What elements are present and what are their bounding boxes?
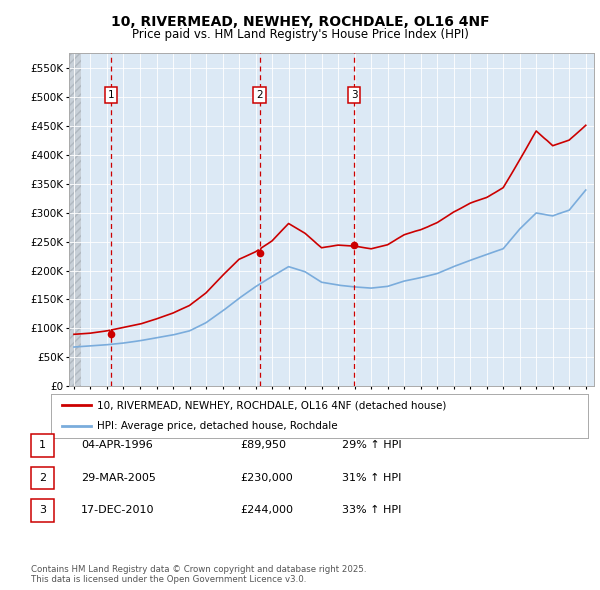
Text: 3: 3 — [351, 90, 358, 100]
Text: 2: 2 — [256, 90, 263, 100]
Text: 31% ↑ HPI: 31% ↑ HPI — [342, 473, 401, 483]
Text: 2: 2 — [39, 473, 46, 483]
Text: 04-APR-1996: 04-APR-1996 — [81, 441, 153, 450]
Bar — [69, 53, 81, 386]
Text: £244,000: £244,000 — [240, 506, 293, 515]
Text: Contains HM Land Registry data © Crown copyright and database right 2025.
This d: Contains HM Land Registry data © Crown c… — [31, 565, 367, 584]
Text: 10, RIVERMEAD, NEWHEY, ROCHDALE, OL16 4NF: 10, RIVERMEAD, NEWHEY, ROCHDALE, OL16 4N… — [110, 15, 490, 29]
Text: 10, RIVERMEAD, NEWHEY, ROCHDALE, OL16 4NF (detached house): 10, RIVERMEAD, NEWHEY, ROCHDALE, OL16 4N… — [97, 401, 446, 411]
Text: £230,000: £230,000 — [240, 473, 293, 483]
Text: 33% ↑ HPI: 33% ↑ HPI — [342, 506, 401, 515]
Text: 29% ↑ HPI: 29% ↑ HPI — [342, 441, 401, 450]
Text: £89,950: £89,950 — [240, 441, 286, 450]
Text: 1: 1 — [39, 441, 46, 450]
Text: Price paid vs. HM Land Registry's House Price Index (HPI): Price paid vs. HM Land Registry's House … — [131, 28, 469, 41]
Text: 29-MAR-2005: 29-MAR-2005 — [81, 473, 156, 483]
Text: 3: 3 — [39, 506, 46, 515]
Text: 1: 1 — [108, 90, 115, 100]
Text: 17-DEC-2010: 17-DEC-2010 — [81, 506, 155, 515]
Text: HPI: Average price, detached house, Rochdale: HPI: Average price, detached house, Roch… — [97, 421, 337, 431]
